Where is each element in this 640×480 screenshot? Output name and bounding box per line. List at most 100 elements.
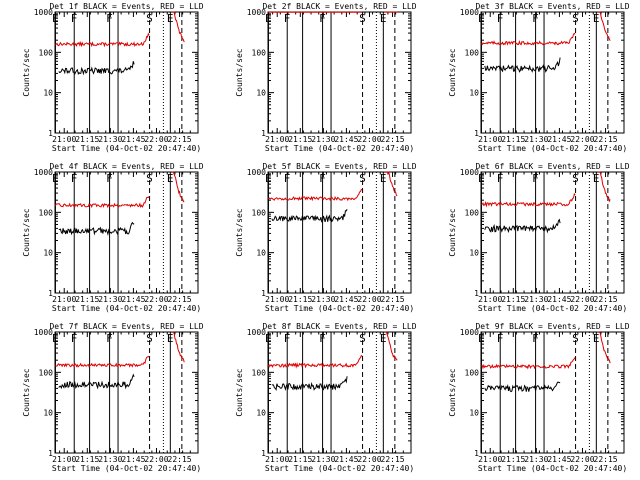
- x-tick-label: 21:45: [547, 295, 571, 304]
- x-tick-label: 21:15: [288, 455, 312, 464]
- x-tick-label: 21:30: [98, 295, 122, 304]
- marker-label-F: F: [71, 172, 78, 185]
- y-tick-label: 100: [39, 48, 54, 57]
- plot-frame: [267, 331, 412, 454]
- x-tick-label: 21:15: [288, 135, 312, 144]
- panel-det-5: Det 5f BLACK = Events, RED = LLD 1 10 100 10…: [235, 162, 417, 313]
- x-tick-label: 22:00: [357, 295, 381, 304]
- panel-title: Det 7f BLACK = Events, RED = LLD: [49, 322, 203, 331]
- lld-series: [54, 196, 150, 209]
- marker-label-S: S: [572, 332, 579, 345]
- y-axis-label: Counts/sec: [235, 48, 244, 96]
- marker-label-E: E: [52, 12, 59, 25]
- x-tick-label: 21:15: [501, 295, 525, 304]
- y-tick-label: 100: [39, 208, 54, 217]
- panel-det-8: Det 8f BLACK = Events, RED = LLD 1 10 100 10…: [235, 322, 417, 473]
- y-tick-label: 10: [256, 409, 266, 418]
- x-tick-label: 21:15: [75, 135, 99, 144]
- panel-title: Det 2f BLACK = Events, RED = LLD: [262, 2, 416, 11]
- y-tick-label: 100: [465, 48, 480, 57]
- marker-label-F: F: [497, 172, 504, 185]
- x-tick-label: 22:15: [594, 135, 618, 144]
- y-tick-label: 100: [465, 368, 480, 377]
- marker-label-F: F: [71, 332, 78, 345]
- plot-frame: [54, 11, 199, 134]
- x-tick-label: 21:30: [311, 295, 335, 304]
- marker-label-S: S: [146, 172, 153, 185]
- x-tick-label: 22:15: [381, 295, 405, 304]
- marker-label-E: E: [265, 332, 272, 345]
- marker-label-F: F: [284, 12, 291, 25]
- x-tick-label: 22:15: [168, 135, 192, 144]
- lld-series: [267, 354, 363, 369]
- marker-label-E: E: [593, 12, 600, 25]
- x-tick-label: 21:15: [288, 295, 312, 304]
- events-series: [58, 373, 135, 390]
- lld-series-post: [597, 331, 611, 364]
- events-series: [58, 221, 135, 237]
- x-tick-label: 22:00: [144, 135, 168, 144]
- y-tick-label: 1000: [460, 328, 479, 337]
- marker-label-S: S: [146, 12, 153, 25]
- panel-title: Det 3f BLACK = Events, RED = LLD: [475, 2, 629, 11]
- y-tick-label: 1: [474, 129, 479, 138]
- y-axis-label: Counts/sec: [22, 48, 31, 96]
- lld-series-post: [171, 171, 185, 203]
- panel-det-9: Det 9f BLACK = Events, RED = LLD 1 10 100 10…: [448, 322, 630, 473]
- events-series: [271, 208, 348, 223]
- y-tick-label: 10: [256, 89, 266, 98]
- panel-det-4: Det 4f BLACK = Events, RED = LLD 1 10 100 10…: [22, 162, 204, 313]
- x-tick-label: 21:15: [75, 295, 99, 304]
- marker-label-E: E: [380, 172, 387, 185]
- marker-label-E: E: [478, 12, 485, 25]
- x-tick-label: 21:00: [478, 455, 502, 464]
- marker-label-E: E: [478, 172, 485, 185]
- y-tick-label: 1000: [34, 168, 53, 177]
- y-tick-label: 1000: [34, 328, 53, 337]
- marker-label-S: S: [359, 332, 366, 345]
- panel-det-7: Det 7f BLACK = Events, RED = LLD 1 10 100 10…: [22, 322, 204, 473]
- y-tick-label: 1: [261, 289, 266, 298]
- marker-label-E: E: [52, 332, 59, 345]
- y-axis-label: Counts/sec: [448, 48, 457, 96]
- marker-label-F: F: [319, 172, 326, 185]
- events-series: [484, 57, 561, 73]
- panel-det-3: Det 3f BLACK = Events, RED = LLD 1 10 100 10…: [448, 2, 630, 153]
- y-tick-label: 100: [252, 368, 267, 377]
- x-tick-label: 22:15: [168, 455, 192, 464]
- panel-title: Det 5f BLACK = Events, RED = LLD: [262, 162, 416, 171]
- marker-label-E: E: [52, 172, 59, 185]
- y-tick-label: 1: [474, 449, 479, 458]
- y-tick-label: 100: [465, 208, 480, 217]
- lld-series-post: [384, 331, 398, 361]
- marker-label-E: E: [265, 12, 272, 25]
- marker-label-F: F: [497, 12, 504, 25]
- x-tick-label: 21:00: [265, 295, 289, 304]
- marker-label-S: S: [572, 12, 579, 25]
- y-tick-label: 100: [39, 368, 54, 377]
- x-tick-label: 22:15: [381, 455, 405, 464]
- lld-series: [480, 32, 576, 46]
- plot-frame: [267, 171, 412, 294]
- x-tick-label: 22:15: [381, 135, 405, 144]
- lld-series: [481, 192, 576, 208]
- y-axis-label: Counts/sec: [448, 368, 457, 416]
- x-tick-label: 21:30: [524, 455, 548, 464]
- x-tick-label: 22:15: [168, 295, 192, 304]
- y-axis-label: Counts/sec: [448, 208, 457, 256]
- x-axis-label: Start Time (04-Oct-02 20:47:40): [265, 144, 414, 153]
- panel-title: Det 1f BLACK = Events, RED = LLD: [49, 2, 203, 11]
- marker-label-E: E: [478, 332, 485, 345]
- x-tick-label: 21:45: [334, 135, 358, 144]
- lld-series-post: [597, 11, 611, 41]
- events-series: [484, 218, 561, 234]
- marker-label-S: S: [146, 332, 153, 345]
- y-tick-label: 1000: [247, 328, 266, 337]
- marker-label-F: F: [71, 12, 78, 25]
- x-tick-label: 22:00: [570, 455, 594, 464]
- marker-label-E: E: [265, 172, 272, 185]
- marker-label-E: E: [593, 172, 600, 185]
- x-tick-label: 22:00: [357, 455, 381, 464]
- marker-label-F: F: [319, 12, 326, 25]
- lld-series: [54, 32, 150, 48]
